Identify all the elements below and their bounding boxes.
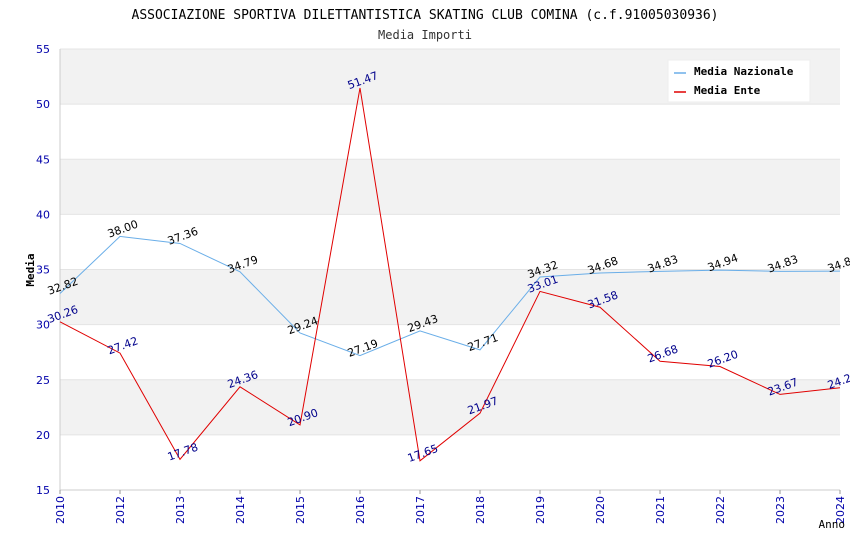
grid-band <box>60 379 840 435</box>
grid-band <box>60 269 840 325</box>
y-tick-label: 20 <box>36 429 50 442</box>
grid-band <box>60 214 840 270</box>
chart-subtitle: Media Importi <box>378 28 472 42</box>
x-tick-label: 2023 <box>774 496 787 524</box>
x-tick-label: 2019 <box>534 496 547 524</box>
x-axis-ticks: 2010 2012 2013 2014 2015 2016 2017 2018 2019 2020… <box>54 490 847 524</box>
y-tick-label: 25 <box>36 374 50 387</box>
x-tick-label: 2020 <box>594 496 607 524</box>
x-tick-label: 2017 <box>414 496 427 524</box>
y-tick-label: 40 <box>36 208 50 221</box>
y-tick-label: 30 <box>36 319 50 332</box>
y-tick-label: 55 <box>36 43 50 56</box>
x-tick-label: 2022 <box>714 496 727 524</box>
x-tick-label: 2018 <box>474 496 487 524</box>
x-tick-label: 2015 <box>294 496 307 524</box>
series-line-nazionale <box>59 235 841 357</box>
series-lines <box>59 87 841 462</box>
x-tick-label: 2016 <box>354 496 367 524</box>
legend-box <box>667 59 811 103</box>
y-tick-label: 35 <box>36 264 50 277</box>
x-tick-label: 2014 <box>234 496 247 524</box>
x-tick-label: 2021 <box>654 496 667 524</box>
grid-band <box>60 324 840 380</box>
legend-label-ente: Media Ente <box>694 84 761 97</box>
x-axis-label: Anno <box>819 518 846 531</box>
y-tick-label: 45 <box>36 153 50 166</box>
grid-band <box>60 159 840 215</box>
y-axis-ticks: 15 20 25 30 35 40 45 50 55 <box>36 43 50 497</box>
y-axis-label: Media <box>24 253 37 286</box>
grid-band <box>60 104 840 160</box>
x-tick-label: 2010 <box>54 496 67 524</box>
legend: Media Nazionale Media Ente <box>667 59 811 103</box>
y-tick-label: 50 <box>36 98 50 111</box>
x-tick-label: 2013 <box>174 496 187 524</box>
series-line-ente <box>59 87 841 462</box>
x-tick-label: 2024 <box>834 496 847 524</box>
grid-bands <box>60 49 840 490</box>
x-tick-label: 2012 <box>114 496 127 524</box>
grid-band <box>60 434 840 490</box>
chart-title: ASSOCIAZIONE SPORTIVA DILETTANTISTICA SK… <box>132 8 719 23</box>
grid-lines <box>59 48 840 491</box>
y-tick-label: 15 <box>36 484 50 497</box>
legend-label-nazionale: Media Nazionale <box>694 65 794 78</box>
